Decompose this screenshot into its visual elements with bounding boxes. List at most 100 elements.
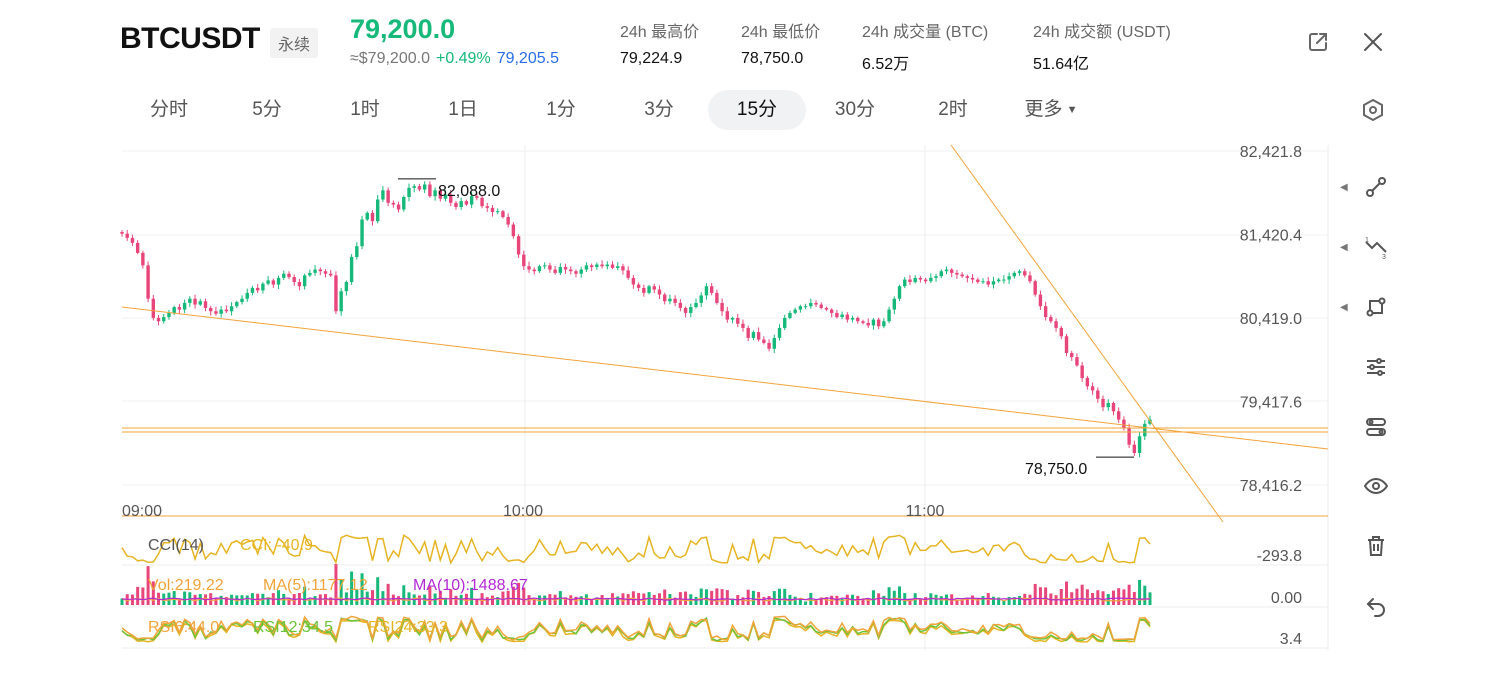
volume-bar xyxy=(334,564,338,605)
stat-label: 24h 成交量 (BTC) xyxy=(862,24,989,41)
candle-body xyxy=(125,233,129,238)
high-price-label: 82,088.0 xyxy=(438,183,500,200)
candle-body xyxy=(1096,390,1100,399)
volume-bar xyxy=(146,566,150,605)
stat-value: 78,750.0 xyxy=(741,50,804,67)
candle-body xyxy=(746,327,750,338)
candle-body xyxy=(913,277,917,283)
eye-icon[interactable] xyxy=(1356,466,1396,506)
candle-body xyxy=(1049,317,1053,322)
candle-body xyxy=(589,265,594,268)
volume-bar xyxy=(783,588,787,605)
volume-bar xyxy=(981,596,985,605)
tab-2h[interactable]: 2时 xyxy=(938,99,968,120)
tab-30m[interactable]: 30分 xyxy=(834,99,876,120)
tab-3m[interactable]: 3分 xyxy=(644,99,674,120)
candle-body xyxy=(355,246,359,258)
ray-line-icon[interactable] xyxy=(1356,167,1396,207)
volume-bar xyxy=(449,589,453,605)
candle-body xyxy=(349,257,354,283)
volume-bar xyxy=(214,598,218,605)
trash-icon[interactable] xyxy=(1356,526,1396,566)
candle-body xyxy=(824,307,829,310)
candle-body xyxy=(1106,402,1110,408)
tab-1d[interactable]: 1日 xyxy=(448,99,478,120)
hexagon-gear-icon[interactable] xyxy=(1357,94,1389,126)
indicator-icon[interactable] xyxy=(1356,407,1396,447)
candle-body xyxy=(375,199,380,222)
volume-bar xyxy=(976,598,980,605)
candle-body xyxy=(741,323,745,328)
stat-24h-turnover: 24h 成交额 (USDT) 51.64亿 xyxy=(1033,18,1171,74)
candle-body xyxy=(537,266,542,272)
candle-body xyxy=(156,317,161,322)
candle-body xyxy=(558,267,563,273)
candle-body xyxy=(1132,444,1137,453)
rect-shape-icon[interactable] xyxy=(1356,287,1396,327)
volume-bar xyxy=(511,586,515,605)
caret-down-icon: ▼ xyxy=(1066,104,1078,116)
candle-body xyxy=(563,267,568,270)
volume-bar xyxy=(731,598,735,605)
candle-body xyxy=(986,281,990,285)
rsi6-label: RSI6:44.0 xyxy=(148,619,219,636)
volume-bar xyxy=(1127,584,1131,605)
candle-body xyxy=(209,307,213,312)
volume-bar xyxy=(1007,596,1011,605)
tab-more[interactable]: 更多 ▼ xyxy=(1002,90,1100,130)
candle-body xyxy=(501,211,505,218)
volume-bar xyxy=(887,587,891,605)
candle-body xyxy=(772,337,776,349)
candle-body xyxy=(407,187,411,198)
candle-body xyxy=(391,202,396,205)
rsi6-line xyxy=(121,615,1151,643)
volume-bar xyxy=(1101,591,1105,605)
candle-body xyxy=(172,307,176,313)
candle-body xyxy=(1122,419,1126,428)
volume-bar xyxy=(652,594,656,605)
change-percent: +0.49% xyxy=(435,50,491,67)
volume-bar xyxy=(929,593,933,605)
candle-body xyxy=(829,309,834,313)
stat-value: 79,224.9 xyxy=(620,50,683,67)
expand-arrow-icon[interactable]: ◀ xyxy=(1340,182,1348,193)
candle-body xyxy=(1090,386,1095,391)
tab-1m[interactable]: 1分 xyxy=(546,99,576,120)
candle-body xyxy=(850,317,855,320)
candle-body xyxy=(454,202,458,208)
candle-body xyxy=(965,276,970,278)
tab-1h[interactable]: 1时 xyxy=(350,99,380,120)
volume-bar xyxy=(699,588,703,605)
volume-bar xyxy=(871,590,875,605)
tab-5m[interactable]: 5分 xyxy=(252,99,282,120)
volume-bar xyxy=(417,595,421,605)
volume-bar xyxy=(579,596,583,605)
candle-body xyxy=(996,279,1001,282)
candle-body xyxy=(793,309,797,313)
candle-body xyxy=(151,298,156,318)
share-out-icon[interactable] xyxy=(1302,26,1334,58)
expand-arrow-icon[interactable]: ◀ xyxy=(1340,242,1348,253)
expand-arrow-icon[interactable]: ◀ xyxy=(1340,302,1348,313)
candle-body xyxy=(663,294,667,302)
volume-bar xyxy=(991,596,995,605)
volume-bar xyxy=(177,599,181,605)
candle-body xyxy=(1064,336,1069,353)
undo-icon[interactable] xyxy=(1356,586,1396,626)
candle-body xyxy=(490,207,495,213)
tab-timeline[interactable]: 分时 xyxy=(149,99,188,120)
candle-body xyxy=(1080,365,1084,378)
tab-15m[interactable]: 15分 xyxy=(708,90,806,130)
volume-bar xyxy=(355,589,359,605)
volume-bar xyxy=(141,587,145,605)
sliders-icon[interactable] xyxy=(1356,347,1396,387)
x-tick-label: 09:00 xyxy=(122,503,162,520)
candle-body xyxy=(1059,327,1063,337)
close-icon[interactable] xyxy=(1357,26,1389,58)
candle-body xyxy=(730,317,735,320)
candle-body xyxy=(923,279,928,282)
candle-body xyxy=(1054,321,1058,328)
candle-body xyxy=(516,236,521,255)
